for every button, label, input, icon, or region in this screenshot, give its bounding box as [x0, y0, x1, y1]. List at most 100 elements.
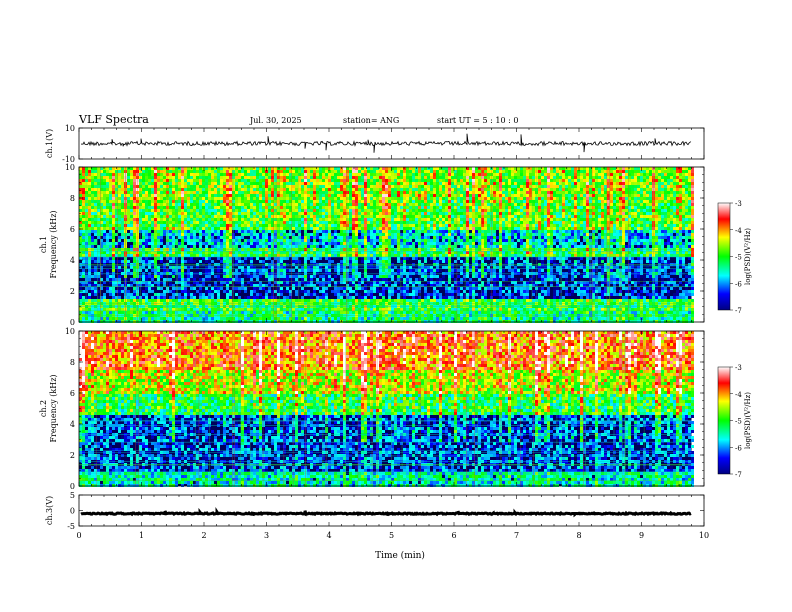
spectrogram-cell [193, 275, 196, 278]
spectrogram-cell [85, 242, 88, 245]
spectrogram-cell [91, 254, 94, 257]
spectrogram-cell [97, 248, 100, 251]
spectrogram-cell [112, 296, 115, 299]
spectrogram-cell [103, 245, 106, 248]
spectrogram-cell [79, 191, 82, 194]
spectrogram-cell [187, 176, 190, 179]
spectrogram-cell [229, 212, 232, 215]
spectrogram-cell [178, 230, 181, 233]
spectrogram-cell [91, 287, 94, 290]
spectrogram-cell [226, 260, 229, 263]
spectrogram-cell [133, 212, 136, 215]
spectrogram-cell [229, 260, 232, 263]
spectrogram-cell [112, 236, 115, 239]
spectrogram-cell [82, 224, 85, 227]
spectrogram-cell [127, 167, 130, 170]
spectrogram-cell [121, 167, 124, 170]
spectrogram-cell [172, 191, 175, 194]
spectrogram-cell [106, 176, 109, 179]
spectrogram-cell [85, 218, 88, 221]
spectrogram-cell [169, 221, 172, 224]
spectrogram-cell [229, 311, 232, 314]
spectrogram-cell [121, 218, 124, 221]
spectrogram-cell [166, 203, 169, 206]
spectrogram-cell [94, 191, 97, 194]
spectrogram-cell [214, 230, 217, 233]
spectrogram-cell [220, 257, 223, 260]
spectrogram-cell [181, 233, 184, 236]
spectrogram-cell [157, 167, 160, 170]
spectrogram-cell [91, 197, 94, 200]
spectrogram-cell [127, 290, 130, 293]
spectrogram-cell [220, 176, 223, 179]
spectrogram-cell [166, 257, 169, 260]
spectrogram-cell [145, 311, 148, 314]
spectrogram-cell [94, 293, 97, 296]
spectrogram-cell [214, 206, 217, 209]
spectrogram-cell [94, 257, 97, 260]
spectrogram-cell [127, 218, 130, 221]
spectrogram-cell [193, 194, 196, 197]
spectrogram-cell [223, 248, 226, 251]
spectrogram-cell [187, 215, 190, 218]
spectrogram-cell [172, 260, 175, 263]
spectrogram-cell [97, 290, 100, 293]
spectrogram-cell [106, 179, 109, 182]
spectrogram-cell [166, 269, 169, 272]
spectrogram-cell [169, 179, 172, 182]
spectrogram-cell [217, 221, 220, 224]
spectrogram-cell [205, 221, 208, 224]
spectrogram-cell [214, 182, 217, 185]
start-time-label: start UT = 5 : 10 : 0 [437, 116, 518, 125]
spectrogram-cell [112, 248, 115, 251]
spectrogram-cell [91, 269, 94, 272]
spectrogram-cell [154, 200, 157, 203]
spectrogram-cell [106, 239, 109, 242]
spectrogram-cell [79, 194, 82, 197]
spectrogram-cell [172, 275, 175, 278]
spectrogram-cell [163, 290, 166, 293]
spectrogram-cell [106, 206, 109, 209]
spectrogram-cell [79, 233, 82, 236]
spectrogram-cell [97, 176, 100, 179]
spectrogram-cell [208, 317, 211, 320]
spectrogram-cell [79, 245, 82, 248]
spectrogram-cell [103, 173, 106, 176]
spectrogram-cell [127, 272, 130, 275]
spectrogram-cell [145, 185, 148, 188]
spectrogram-cell [205, 260, 208, 263]
spectrogram-cell [199, 194, 202, 197]
spectrogram-cell [217, 206, 220, 209]
spectrogram-cell [91, 260, 94, 263]
spectrogram-cell [160, 230, 163, 233]
spectrogram-cell [217, 185, 220, 188]
spectrogram-cell [223, 185, 226, 188]
spectrogram-cell [202, 170, 205, 173]
spectrogram-cell [106, 170, 109, 173]
spectrogram-cell [151, 278, 154, 281]
spectrogram-cell [79, 272, 82, 275]
spectrogram-cell [154, 221, 157, 224]
spectrogram-cell [202, 167, 205, 170]
spectrogram-cell [187, 173, 190, 176]
spectrogram-cell [223, 224, 226, 227]
spectrogram-cell [172, 296, 175, 299]
spectrogram-cell [85, 203, 88, 206]
spectrogram-cell [199, 278, 202, 281]
spectrogram-cell [190, 275, 193, 278]
spectrogram-cell [148, 167, 151, 170]
spectrogram-cell [205, 185, 208, 188]
spectrogram-cell [181, 188, 184, 191]
spectrogram-cell [202, 188, 205, 191]
spectrogram-cell [166, 176, 169, 179]
spectrogram-cell [106, 242, 109, 245]
spectrogram-cell [142, 197, 145, 200]
spectrogram-cell [154, 188, 157, 191]
spectrogram-cell [127, 227, 130, 230]
spectrogram-cell [109, 197, 112, 200]
spectrogram-cell [154, 206, 157, 209]
spectrogram-cell [202, 218, 205, 221]
spectrogram-cell [187, 293, 190, 296]
spectrogram-cell [112, 188, 115, 191]
spectrogram-cell [142, 215, 145, 218]
